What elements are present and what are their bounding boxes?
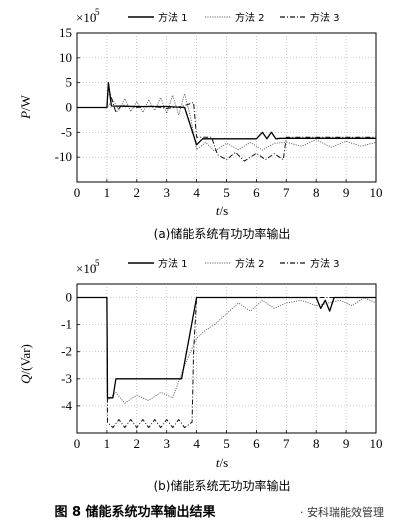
chart-b-xlabel: t/s: [216, 455, 228, 470]
x-tick-label: 2: [134, 436, 141, 451]
x-tick-label: 9: [343, 436, 350, 451]
x-tick-label: 6: [253, 185, 260, 200]
chart-a-caption: (a)储能系统有功功率输出: [154, 226, 291, 241]
svg-text:Q/(Var): Q/(Var): [18, 344, 33, 384]
y-tick-label: 10: [59, 50, 72, 65]
chart-b-series-group: [77, 296, 377, 429]
x-tick-label: 1: [104, 185, 111, 200]
chart-b-multiplier-exp: 5: [95, 258, 100, 268]
chart-b-x-ticks: 0 1 2 3 4 5 6 7 8 9 10: [74, 430, 383, 451]
y-tick-label: -3: [61, 371, 72, 386]
x-tick-label: 10: [370, 436, 383, 451]
series-line-3: [77, 87, 376, 162]
chart-b-xlabel-var: t: [216, 455, 220, 470]
chart-a-ylabel-var: P: [18, 111, 33, 120]
chart-a-multiplier-base: ×10: [76, 10, 96, 25]
legend-label-1: 方法 1: [158, 257, 188, 270]
chart-a-xlabel-unit: /s: [219, 203, 228, 218]
chart-a-grid: [77, 33, 376, 182]
y-tick-label: 0: [66, 100, 73, 115]
x-tick-label: 7: [283, 185, 290, 200]
x-tick-label: 2: [134, 185, 141, 200]
chart-b-caption: (b)储能系统无功功率输出: [154, 478, 291, 493]
chart-a-y-ticks: 15 10 5 0 -5 -10: [55, 25, 80, 164]
x-tick-label: 10: [370, 185, 383, 200]
y-tick-label: 15: [59, 25, 72, 40]
x-tick-label: 4: [193, 436, 200, 451]
chart-a-ylabel: P/W: [18, 94, 33, 120]
x-tick-label: 5: [223, 436, 230, 451]
series-line-3: [77, 297, 376, 429]
chart-b-ylabel-unit: /(Var): [18, 344, 33, 374]
y-tick-label: 0: [66, 290, 73, 305]
x-tick-label: 9: [343, 185, 350, 200]
legend-label-3: 方法 3: [310, 11, 340, 24]
y-tick-label: -5: [61, 124, 72, 139]
x-tick-label: 0: [74, 185, 81, 200]
x-tick-label: 5: [223, 185, 230, 200]
y-tick-label: -1: [61, 317, 72, 332]
chart-b-ylabel: Q/(Var): [18, 344, 33, 384]
y-tick-label: -4: [61, 398, 72, 413]
series-line-2: [77, 93, 377, 152]
chart-b-reactive-power: 0 1 2 3 4 5 6 7 8 9 10 0-1-2-3-4 ×10 5 方法 1 方法 2 方法 …: [18, 257, 383, 493]
series-line-1: [77, 82, 376, 146]
chart-a-series-group: [77, 82, 377, 162]
series-line-1: [77, 296, 376, 399]
x-tick-label: 3: [163, 436, 170, 451]
legend-label-2: 方法 2: [235, 257, 265, 270]
chart-b-xlabel-unit: /s: [219, 455, 228, 470]
x-tick-label: 4: [193, 185, 200, 200]
legend-label-2: 方法 2: [235, 11, 265, 24]
x-tick-label: 6: [253, 436, 260, 451]
chart-a-ylabel-unit: /W: [18, 94, 33, 111]
figure-caption: 图 8 储能系统功率输出结果: [54, 504, 215, 520]
y-tick-label: 5: [66, 75, 73, 90]
x-tick-label: 0: [74, 436, 81, 451]
svg-text:P/W: P/W: [18, 94, 33, 120]
legend-label-1: 方法 1: [158, 11, 188, 24]
x-tick-label: 3: [163, 185, 170, 200]
chart-b-ylabel-var: Q: [18, 374, 33, 384]
y-tick-label: -10: [55, 149, 72, 164]
chart-a-x-ticks: 0 1 2 3 4 5 6 7 8 9 10: [74, 179, 383, 200]
legend-label-3: 方法 3: [310, 257, 340, 270]
x-tick-label: 8: [313, 436, 320, 451]
chart-a-multiplier: ×10 5: [76, 7, 100, 25]
x-tick-label: 8: [313, 185, 320, 200]
chart-b-legend: 方法 1 方法 2 方法 3: [128, 257, 340, 270]
chart-a-legend: 方法 1 方法 2 方法 3: [128, 11, 340, 24]
chart-a-multiplier-exp: 5: [95, 7, 100, 17]
chart-a-xlabel: t/s: [216, 203, 228, 218]
x-tick-label: 7: [283, 436, 290, 451]
chart-b-y-ticks: 0 -1 -2 -3 -4: [61, 290, 80, 413]
chart-b-multiplier-base: ×10: [76, 261, 96, 276]
y-tick-label: -2: [61, 344, 72, 359]
x-tick-label: 1: [104, 436, 111, 451]
chart-b-multiplier: ×10 5: [76, 258, 100, 276]
chart-a-xlabel-var: t: [216, 203, 220, 218]
watermark-text: · 安科瑞能效管理: [300, 505, 384, 519]
